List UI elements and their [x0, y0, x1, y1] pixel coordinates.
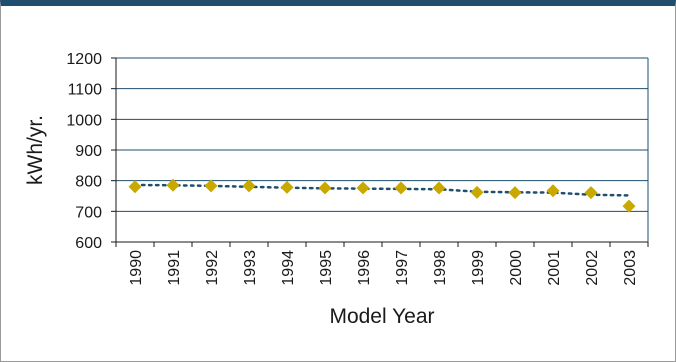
y-tick-label: 1200 [66, 51, 102, 68]
y-tick-label: 800 [75, 174, 102, 191]
y-tick-label: 1100 [68, 82, 103, 99]
x-tick-label: 1993 [242, 250, 259, 286]
x-tick-label: 1992 [204, 250, 221, 286]
data-point-1999 [470, 185, 484, 199]
gridlines [116, 57, 648, 243]
data-point-1997 [394, 181, 408, 195]
y-tick-label: 900 [75, 143, 102, 160]
data-point-1995 [318, 181, 332, 195]
data-point-2000 [508, 186, 522, 200]
axes [111, 57, 649, 247]
y-tick-labels: 600 700 800 900 1000 1100 1200 [66, 51, 102, 252]
data-point-1991 [166, 178, 180, 192]
data-point-1993 [242, 179, 256, 193]
data-point-2002 [584, 186, 598, 200]
trend-line [133, 183, 631, 197]
x-tick-label: 2003 [622, 250, 639, 286]
data-point-1992 [204, 179, 218, 193]
x-tick-label: 2002 [584, 250, 601, 286]
data-point-2001 [546, 184, 560, 198]
x-tick-labels: 1990 1991 1992 1993 1994 1995 1996 1997 1998 1999… [128, 250, 639, 286]
x-tick-label: 1996 [356, 250, 373, 286]
y-tick-label: 700 [75, 204, 102, 221]
trend-polyline [133, 183, 631, 197]
x-tick-label: 1994 [280, 250, 297, 286]
x-tick-label: 1995 [318, 250, 335, 286]
y-axis-title: kWh/yr. [24, 115, 47, 185]
data-points [128, 178, 636, 213]
x-tick-label: 1990 [128, 250, 145, 286]
x-tick-label: 1999 [470, 250, 487, 286]
data-point-1994 [280, 180, 294, 194]
y-tick-label: 600 [75, 235, 102, 252]
data-point-1996 [356, 181, 370, 195]
x-tick-label: 1997 [394, 250, 411, 286]
data-point-2003 [622, 199, 636, 213]
data-point-1998 [432, 181, 446, 195]
y-tick-label: 1000 [66, 112, 102, 129]
x-tick-label: 1991 [166, 250, 183, 286]
x-tick-label: 2001 [546, 250, 563, 286]
x-tick-label: 2000 [508, 250, 525, 286]
x-tick-label: 1998 [432, 250, 449, 286]
data-point-1990 [128, 180, 142, 194]
x-axis-title: Model Year [329, 305, 434, 328]
